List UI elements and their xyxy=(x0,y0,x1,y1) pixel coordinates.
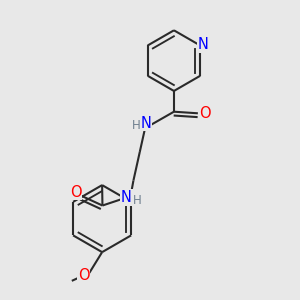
Text: N: N xyxy=(121,190,132,205)
Text: H: H xyxy=(133,194,142,207)
Text: H: H xyxy=(132,119,141,132)
Text: O: O xyxy=(70,184,82,200)
Text: N: N xyxy=(197,37,208,52)
Text: O: O xyxy=(78,268,90,283)
Text: O: O xyxy=(199,106,211,121)
Text: N: N xyxy=(141,116,152,131)
